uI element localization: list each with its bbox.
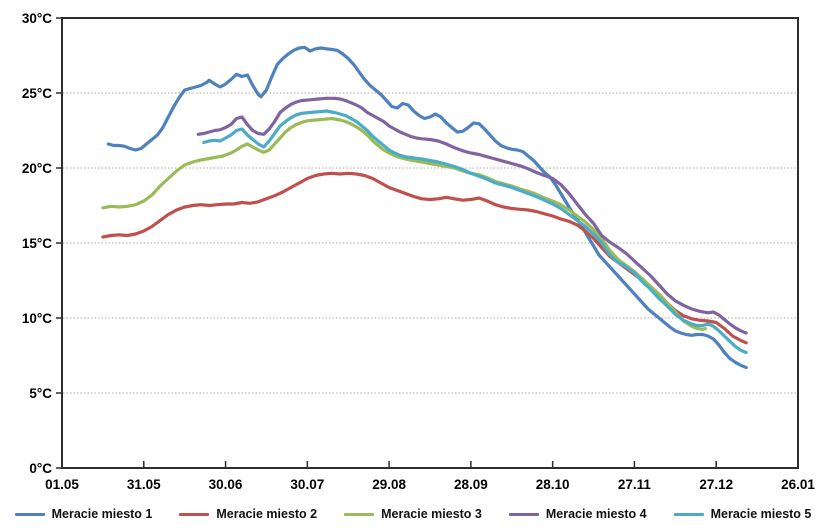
temperature-line-chart: 0°C 5°C 10°C 15°C 20°C 25°C 30°C 01.05 31.05 30.0… [22, 11, 816, 492]
x-axis-tick-label: 30.06 [209, 477, 243, 492]
y-axis-tick-label: 10°C [22, 311, 52, 326]
legend-line-swatch [673, 512, 704, 516]
legend-label: Meracie miesto 3 [381, 507, 482, 521]
x-axis-tick-label: 01.05 [45, 477, 79, 492]
x-axis-tick-label: 26.01 [781, 477, 815, 492]
chart-legend: Meracie miesto 1 Meracie miesto 2 Meraci… [0, 501, 826, 527]
series-line-meracie-miesto-3 [101, 116, 707, 331]
y-axis-tick-label: 5°C [29, 386, 52, 401]
x-axis-tick-label: 31.05 [127, 477, 161, 492]
legend-item-meracie-miesto-2: Meracie miesto 2 [179, 507, 317, 521]
legend-line-swatch [508, 512, 539, 516]
legend-label: Meracie miesto 1 [51, 507, 153, 521]
legend-label: Meracie miesto 4 [545, 507, 647, 521]
legend-label: Meracie miesto 5 [710, 507, 812, 521]
x-axis-tick-label: 27.12 [699, 477, 733, 492]
legend-item-meracie-miesto-5: Meracie miesto 5 [673, 507, 812, 521]
series-line-meracie-miesto-1 [106, 45, 748, 370]
x-axis-tick-label: 30.07 [290, 477, 324, 492]
x-axis-tick-label: 28.09 [454, 477, 488, 492]
x-axis-tick-label: 28.10 [536, 477, 570, 492]
x-axis-tick-label: 29.08 [372, 477, 406, 492]
legend-item-meracie-miesto-3: Meracie miesto 3 [344, 507, 482, 521]
legend-line-swatch [14, 512, 45, 516]
legend-item-meracie-miesto-4: Meracie miesto 4 [508, 507, 647, 521]
y-axis-tick-label: 20°C [22, 161, 52, 176]
plot-frame [61, 17, 799, 469]
legend-line-swatch [344, 512, 375, 516]
y-axis-tick-label: 0°C [29, 461, 52, 476]
x-axis-tick-label: 27.11 [618, 477, 652, 492]
series-line-meracie-miesto-5 [202, 109, 748, 355]
legend-item-meracie-miesto-1: Meracie miesto 1 [14, 507, 153, 521]
series-line-meracie-miesto-4 [196, 96, 748, 335]
chart-area: 0°C 5°C 10°C 15°C 20°C 25°C 30°C 01.05 31.05 30.0… [22, 11, 816, 492]
y-axis-tick-label: 30°C [22, 11, 52, 26]
series-line-meracie-miesto-2 [101, 171, 748, 345]
legend-label: Meracie miesto 2 [216, 507, 318, 521]
y-axis-tick-label: 15°C [22, 236, 52, 251]
y-axis-tick-label: 25°C [22, 86, 52, 101]
legend-line-swatch [179, 512, 210, 516]
